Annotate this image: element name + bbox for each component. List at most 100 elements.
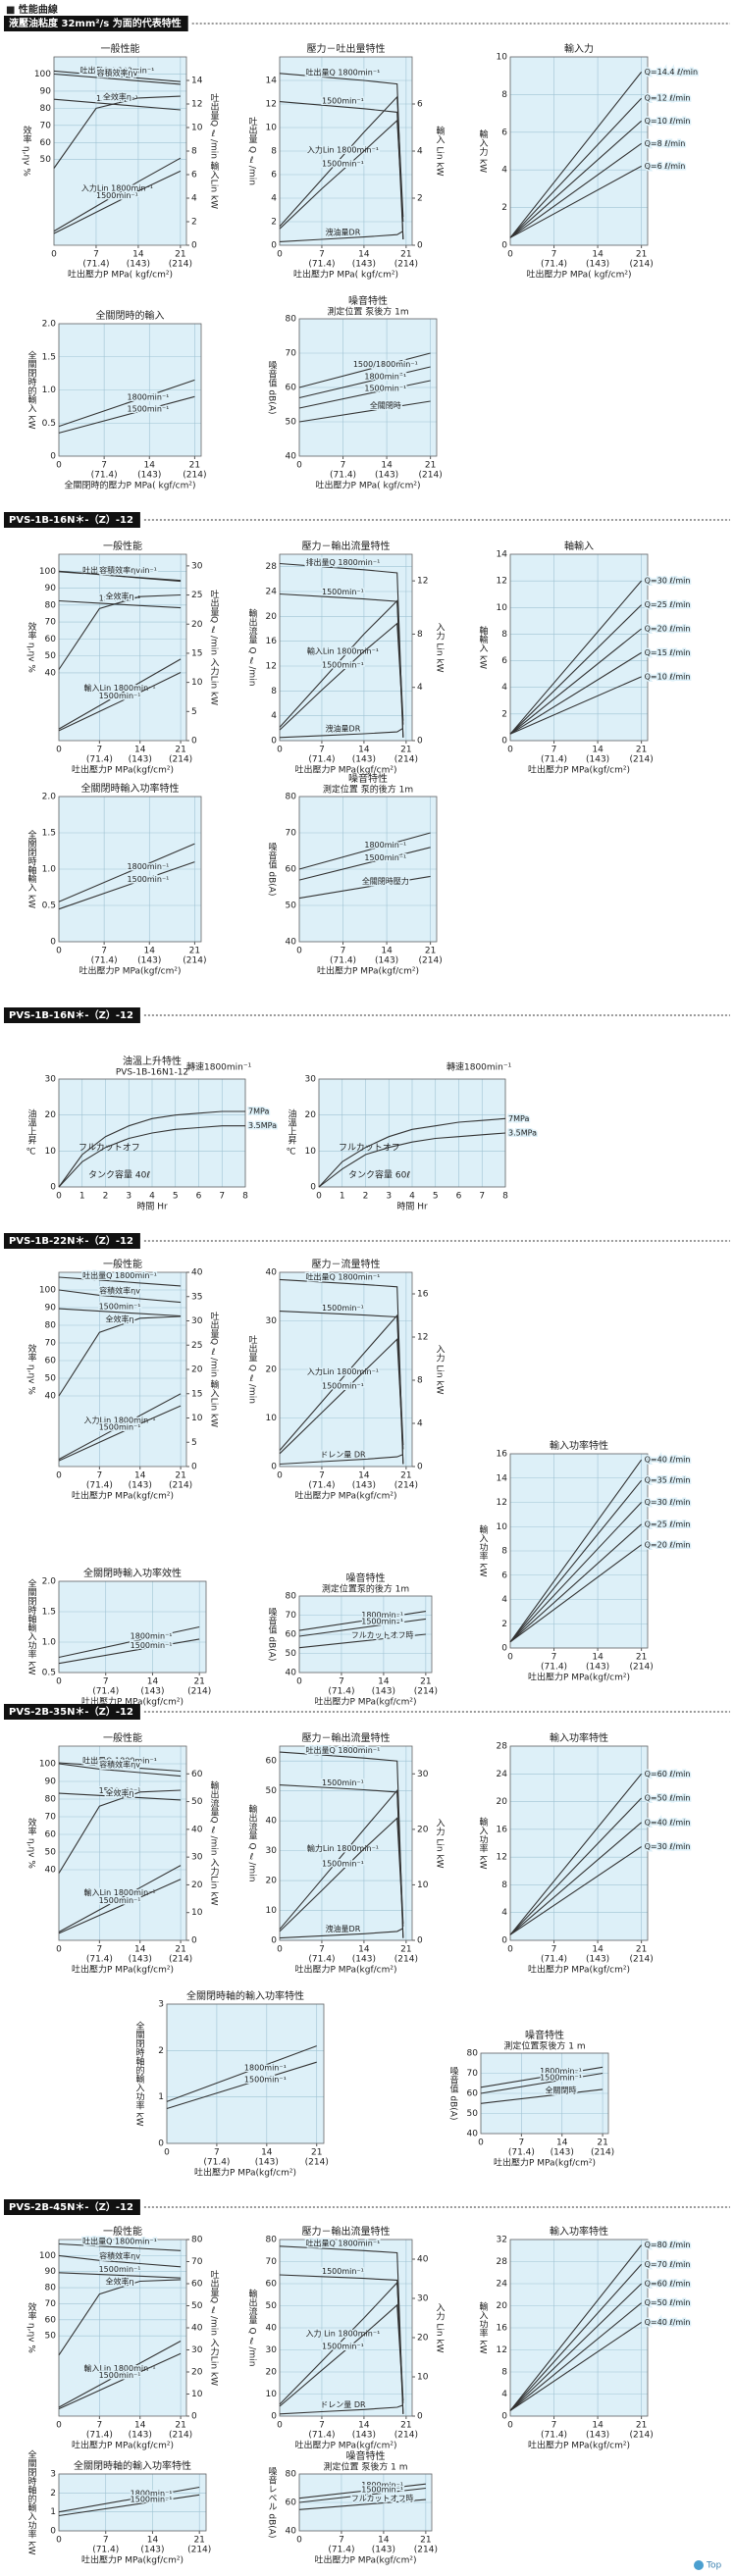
top-icon[interactable] xyxy=(694,2560,704,2570)
curve-label: ドレン量 DR xyxy=(320,2400,366,2409)
y2-tick-label: 20 xyxy=(191,620,203,630)
y-tick-label: 0 xyxy=(158,2139,164,2149)
y-tick-label: 32 xyxy=(497,2236,507,2245)
curve-label: 1500min⁻¹ xyxy=(99,1786,141,1795)
x-tick-label: 7 xyxy=(551,2421,557,2431)
y-tick-label: 4 xyxy=(501,2390,507,2399)
y-axis-label: 噪音值 dB(A) xyxy=(448,2066,459,2120)
top-link-text[interactable]: Top xyxy=(706,2561,721,2571)
x-tick-label: 14 xyxy=(381,461,393,471)
y-tick-label: 8 xyxy=(501,90,507,100)
chart: 0 7 14 21 (71.4) (143) (214) 0.5 1.0 1.5 2.0 全關閉時輸入… xyxy=(26,1567,212,1708)
y-tick-label: 0 xyxy=(271,1936,277,1946)
y-tick-label: 8 xyxy=(271,687,277,696)
chart-title: 壓力－輸出流量特性 xyxy=(302,1731,391,1744)
x-tick-sublabel: (143) xyxy=(129,755,152,765)
curve xyxy=(58,599,182,609)
curve-label: 全關閉時壓力 xyxy=(362,876,409,886)
x-axis-label: 吐出壓力P MPa( kgf/cm²) xyxy=(316,480,421,491)
x-axis-label: 吐出壓力P MPa(kgf/cm²) xyxy=(528,1672,630,1683)
y-tick-label: 12 xyxy=(497,1853,507,1863)
y-tick-label: 60 xyxy=(286,1630,297,1640)
y2-tick-label: 16 xyxy=(417,1290,429,1300)
y-tick-label: 70 xyxy=(286,349,297,359)
curve-label: 1500min⁻¹ xyxy=(322,1778,364,1787)
x-tick-sublabel: (214) xyxy=(630,755,654,765)
y-tick-label: 6 xyxy=(501,656,507,666)
x-tick-label: 14 xyxy=(358,2421,370,2431)
section-heading: PVS-1B-22N＊-（Z）-12 xyxy=(9,1234,133,1247)
y-axis-label: 效率 η,ηv % xyxy=(26,1817,37,1869)
curve-label: 全效率η xyxy=(106,592,134,601)
y-tick-label: 1 xyxy=(158,2092,164,2102)
curve-label: 吐出量Q 1800min⁻¹ xyxy=(80,65,155,75)
y-axis-label: 輸出流量 Q ℓ/min xyxy=(247,2289,258,2367)
chart-title: 輸入功率特性 xyxy=(550,1731,608,1744)
y2-tick-label: 40 xyxy=(191,2324,203,2334)
chart: 0 7 14 21 (71.4) (143) (214) 0 10 20 30 40 50 60 0 10 20… xyxy=(247,1731,446,1976)
curve-label: 1500min⁻¹ xyxy=(322,160,364,169)
chart: 0 7 14 21 (71.4) (143) (214) 0 2 4 6 8 10 12 14 0 2 4 6 壓力－… xyxy=(247,42,446,281)
y-tick-label: 40 xyxy=(266,2324,278,2334)
curve-label: 容積效率ηv xyxy=(99,1760,140,1770)
curve-label: 1800min⁻¹ xyxy=(364,841,406,850)
x-tick-label: 14 xyxy=(134,2421,146,2431)
y2-tick-label: 10 xyxy=(191,2390,203,2399)
y2-tick-label: 0 xyxy=(417,737,423,747)
x-tick-label: 0 xyxy=(164,2148,170,2158)
y2-axis-label: 吐出量Q ℓ/min 入力Lin kW xyxy=(209,2270,220,2386)
y2-tick-label: 10 xyxy=(191,1414,203,1423)
curve-label: 洩油量DR xyxy=(326,1924,361,1933)
chart: 0 7 14 21 (71.4) (143) (214) 0 1 2 3 全關閉時軸的輸入功率特性吐出… xyxy=(134,1989,329,2179)
y-tick-label: 60 xyxy=(286,2499,297,2508)
plot-border xyxy=(58,2473,207,2532)
x-axis-label: 吐出壓力P MPa(kgf/cm²) xyxy=(194,2167,296,2179)
curve xyxy=(509,628,642,735)
x-tick-label: 7 xyxy=(341,947,346,956)
y-axis-label: 噪音レベル dB(A) xyxy=(267,2466,278,2538)
chart-subtitle: 測定位置 泵的後方 1m xyxy=(323,784,413,796)
y-tick-label: 8 xyxy=(501,1880,507,1890)
x-tick-label: 14 xyxy=(147,2536,159,2546)
x-tick-label: 21 xyxy=(425,947,436,956)
y-tick-label: 100 xyxy=(39,567,56,577)
x-tick-label: 7 xyxy=(319,746,325,755)
y-tick-label: 12 xyxy=(497,2345,507,2355)
chart-note: フルカットオフ xyxy=(79,1143,140,1154)
y-axis-label: 噪音值 dB(A) xyxy=(267,842,278,896)
y2-tick-label: 0 xyxy=(417,2412,423,2422)
x-tick-label: 21 xyxy=(400,2421,411,2431)
curve-label: Q=30 ℓ/min xyxy=(645,1842,691,1851)
x-tick-label: 7 xyxy=(93,250,99,260)
y-axis-label: 軸輸入 kW xyxy=(478,625,489,669)
y-tick-label: 6 xyxy=(501,128,507,137)
y-tick-label: 20 xyxy=(266,1365,278,1375)
y-tick-label: 28 xyxy=(497,2257,508,2267)
x-tick-label: 14 xyxy=(358,250,370,260)
plot-area xyxy=(167,2004,324,2143)
x-axis-label: 時間 Hr xyxy=(396,1202,428,1212)
x-tick-sublabel: (143) xyxy=(129,2431,152,2441)
curve xyxy=(58,1638,200,1665)
x-tick-label: 14 xyxy=(592,746,604,755)
curve-label: 1500/1800min⁻¹ xyxy=(353,360,418,369)
curve-label: Q=80 ℓ/min xyxy=(645,2241,691,2249)
y-tick-label: 40 xyxy=(45,668,57,678)
chart: 0 7 14 21 (71.4) (143) (214) 0 10 20 30 40 50 60 70 80 0… xyxy=(247,2225,446,2451)
x-tick-sublabel: (71.4) xyxy=(203,2158,230,2168)
y-axis-label: 全關閉時軸輸入功率 kW xyxy=(26,1577,37,1674)
y2-tick-label: 4 xyxy=(417,1419,423,1429)
y-tick-label: 16 xyxy=(266,637,278,646)
curve-label: Q=20 ℓ/min xyxy=(645,625,691,634)
top-link[interactable]: Top xyxy=(694,2560,721,2571)
x-axis-label: 吐出壓力P MPa(kgf/cm²) xyxy=(72,1490,174,1502)
x-tick-label: 14 xyxy=(556,2138,568,2148)
chart-title: 輸入功率特性 xyxy=(550,1439,608,1452)
curve-label: Q=10 ℓ/min xyxy=(645,672,691,681)
curve xyxy=(279,2281,404,2405)
y-tick-label: 8 xyxy=(501,630,507,640)
curve xyxy=(279,599,404,728)
y-tick-label: 90 xyxy=(45,584,57,593)
plot-border xyxy=(298,1595,433,1674)
